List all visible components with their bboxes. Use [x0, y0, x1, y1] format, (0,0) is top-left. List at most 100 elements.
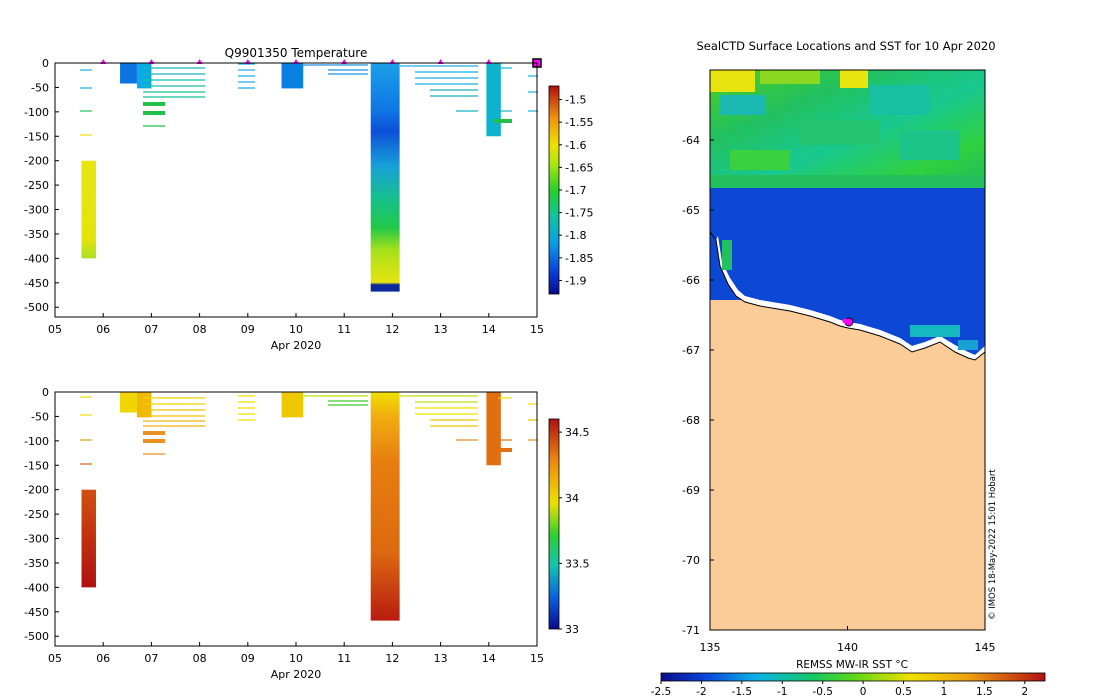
temperature-xlabel: Apr 2020	[271, 339, 322, 352]
colorbar-tick-label: 34	[565, 492, 579, 505]
profile-column	[370, 63, 400, 292]
x-tick-label: 15	[530, 323, 544, 336]
profile-column	[81, 160, 96, 259]
x-tick-label: 11	[337, 323, 351, 336]
x-tick-label: 06	[96, 323, 110, 336]
y-tick-label: -400	[24, 581, 49, 594]
x-tick-label: 08	[193, 323, 207, 336]
profile-column	[486, 63, 501, 137]
profile-column	[120, 392, 137, 413]
sst-colorbar-tick-label: -2	[696, 686, 706, 698]
y-tick-label: -100	[24, 435, 49, 448]
temperature-title: Q9901350 Temperature	[225, 46, 368, 60]
y-tick-label: -250	[24, 179, 49, 192]
map-y-tick-label: -69	[682, 484, 700, 497]
map-x-tick-label: 135	[700, 641, 721, 654]
colorbar-tick-label: -1.7	[565, 184, 586, 197]
sst-colorbar-tick-label: -1.5	[732, 686, 753, 698]
x-tick-label: 05	[48, 323, 62, 336]
x-tick-label: 12	[385, 652, 399, 665]
profile-column	[136, 63, 152, 89]
sst-colorbar-tick-label: 2	[1021, 686, 1028, 698]
x-tick-label: 12	[385, 323, 399, 336]
sst-colorbar-tick-label: 1	[941, 686, 948, 698]
y-tick-label: -400	[24, 252, 49, 265]
salinity-xlabel: Apr 2020	[271, 668, 322, 681]
y-tick-label: -450	[24, 606, 49, 619]
salinity-plot-area: 05 06 07 08 09 10 11 12 13 14 15 0 -50 -100 -150 -200 -2…	[24, 386, 544, 681]
map-y-tick-label: -64	[682, 134, 700, 147]
y-tick-label: -300	[24, 533, 49, 546]
map-y-tick-label: -67	[682, 344, 700, 357]
sst-colorbar-label: REMSS MW-IR SST °C	[796, 659, 908, 671]
salinity-colorbar: 34.5 34 33.5 33	[548, 418, 590, 636]
colorbar-tick-label: -1.55	[565, 116, 593, 129]
y-tick-label: -250	[24, 508, 49, 521]
x-tick-label: 13	[434, 652, 448, 665]
y-tick-label: -50	[31, 81, 49, 94]
colorbar-tick-label: 33	[565, 623, 579, 636]
sst-colorbar-tick-label: -1	[777, 686, 787, 698]
sst-colorbar: REMSS MW-IR SST °C -2.5 -2 -1.5 -1 -0.5 0 0.5 1…	[651, 659, 1046, 698]
y-tick-label: -500	[24, 301, 49, 314]
temperature-plot-area: 05 06 07 08 09 10 11 12 13 14 15 0 -50 -100 -150 -200 -2…	[24, 57, 544, 352]
temperature-axes-box	[54, 62, 538, 318]
map-x-tick-label: 140	[837, 641, 858, 654]
colorbar-tick-label: -1.9	[565, 274, 586, 287]
profile-column	[486, 392, 501, 466]
sst-colorbar-tick-label: -0.5	[812, 686, 833, 698]
y-tick-label: -150	[24, 130, 49, 143]
sst-colorbar-tick-label: 1.5	[976, 686, 993, 698]
temperature-colorbar: -1.5 -1.55 -1.6 -1.65 -1.7 -1.75 -1.8 -1.85 -1.9	[548, 85, 593, 295]
profile-column	[281, 392, 304, 418]
map-y-tick-label: -66	[682, 274, 700, 287]
map-y-tick-label: -71	[682, 624, 700, 637]
sst-map-panel: SealCTD Surface Locations and SST for 10…	[651, 39, 1046, 698]
x-tick-label: 14	[482, 323, 496, 336]
x-tick-label: 07	[144, 652, 158, 665]
colorbar-tick-label: -1.65	[565, 161, 593, 174]
profile-column	[370, 392, 400, 621]
x-tick-label: 06	[96, 652, 110, 665]
x-tick-label: 15	[530, 652, 544, 665]
sst-patches	[710, 70, 985, 350]
colorbar-tick-label: -1.6	[565, 139, 586, 152]
salinity-panel: 05 06 07 08 09 10 11 12 13 14 15 0 -50 -100 -150 -200 -2…	[24, 386, 589, 681]
y-tick-label: -100	[24, 106, 49, 119]
sst-colorbar-tick-label: -2.5	[651, 686, 672, 698]
profile-column	[136, 392, 152, 418]
salinity-axes-box	[54, 391, 538, 647]
temperature-profile-lines	[80, 63, 538, 136]
temperature-panel: Q9901350 Temperature	[24, 46, 593, 352]
sst-colorbar-tick-label: 0	[860, 686, 867, 698]
colorbar-tick-label: -1.8	[565, 229, 586, 242]
x-tick-label: 10	[289, 652, 303, 665]
profile-column	[281, 63, 304, 89]
copyright-annotation: © IMOS 18-May-2022 15:01 Hobart	[988, 469, 998, 620]
x-tick-label: 09	[241, 323, 255, 336]
y-tick-label: -450	[24, 277, 49, 290]
y-tick-label: 0	[42, 386, 49, 399]
x-tick-label: 11	[337, 652, 351, 665]
x-tick-label: 14	[482, 652, 496, 665]
x-tick-label: 10	[289, 323, 303, 336]
coastline	[710, 230, 985, 355]
profile-column	[81, 489, 96, 588]
sst-colorbar-tick-label: 0.5	[895, 686, 912, 698]
colorbar-tick-label: 33.5	[565, 557, 590, 570]
cold-ocean-band	[710, 175, 985, 300]
x-tick-label: 09	[241, 652, 255, 665]
colorbar-tick-label: -1.5	[565, 94, 586, 107]
x-tick-label: 13	[434, 323, 448, 336]
y-tick-label: -350	[24, 228, 49, 241]
x-tick-label: 05	[48, 652, 62, 665]
coastline-outline	[709, 231, 986, 361]
map-x-tick-label: 145	[975, 641, 996, 654]
map-y-tick-label: -68	[682, 414, 700, 427]
x-tick-label: 07	[144, 323, 158, 336]
y-tick-label: 0	[42, 57, 49, 70]
y-tick-label: -300	[24, 204, 49, 217]
y-tick-label: -150	[24, 459, 49, 472]
sst-map-plot: 135 140 145 -64 -65 -66 -67 -68 -69 -70 -71 © IMOS…	[682, 69, 998, 654]
